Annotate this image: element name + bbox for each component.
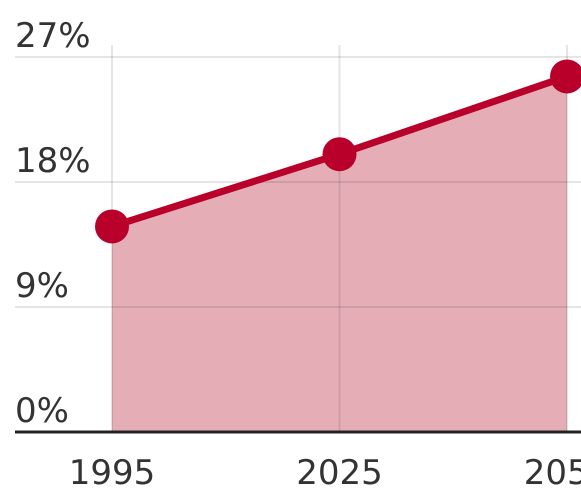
y-tick-label: 0% bbox=[15, 391, 69, 431]
x-tick-label: 2025 bbox=[296, 453, 383, 490]
x-tick-label: 1995 bbox=[69, 453, 156, 490]
x-tick-label: 2055 bbox=[524, 453, 581, 490]
point bbox=[550, 59, 581, 94]
area bbox=[112, 76, 567, 432]
y-tick-label: 27% bbox=[15, 16, 91, 56]
y-tick-label: 18% bbox=[15, 141, 91, 181]
point bbox=[95, 209, 129, 244]
point bbox=[322, 137, 357, 172]
y-tick-label: 9% bbox=[15, 266, 69, 306]
